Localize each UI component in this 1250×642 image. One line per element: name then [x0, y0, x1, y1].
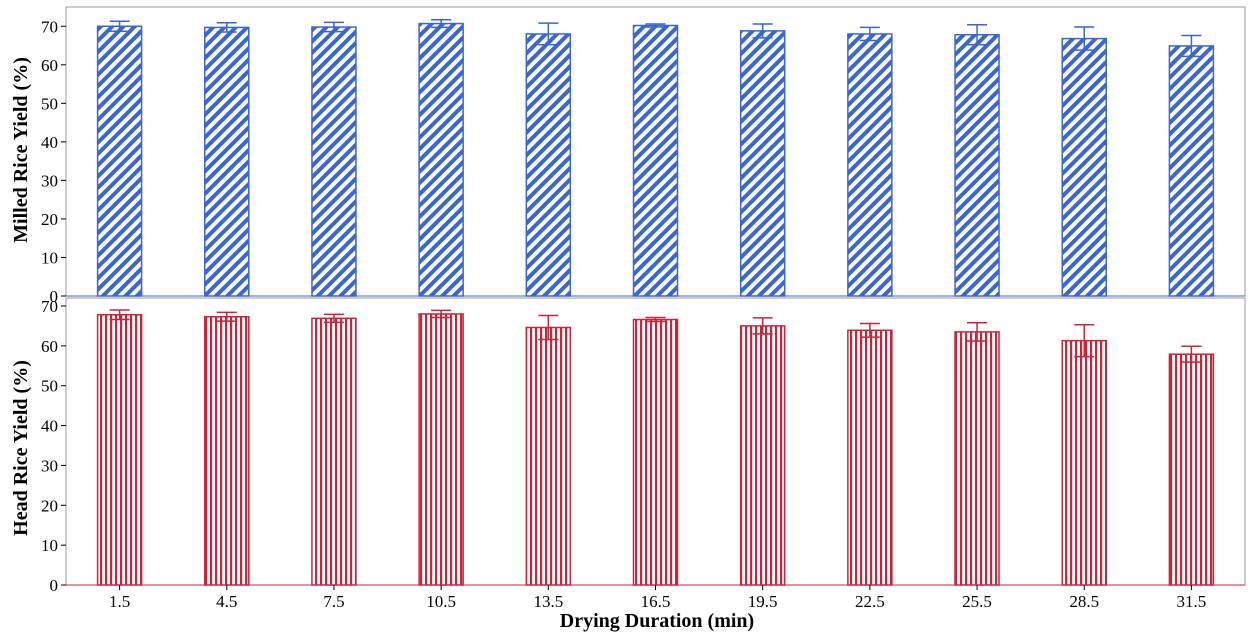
milled-bar-31.5: [1168, 45, 1215, 297]
x-tick-label-25.5: 25.5: [962, 592, 992, 611]
milled-bar-13.5: [525, 33, 572, 297]
milled-rice-panel: 0 10 20 30 40 50 60 70: [41, 6, 1246, 306]
head-y-tick-label: 70: [41, 297, 58, 316]
head-bar-28.5: [1061, 339, 1107, 586]
milled-y-tick-label: 40: [41, 133, 58, 152]
milled-y-tick-label: 30: [41, 171, 58, 190]
x-tick-label-31.5: 31.5: [1177, 592, 1207, 611]
head-y-tick-label: 40: [41, 417, 58, 436]
milled-bar-10.5: [418, 22, 464, 297]
milled-y-tick-label: 10: [41, 248, 58, 267]
head-bar-4.5: [204, 315, 250, 586]
milled-y-tick-label: 20: [41, 210, 58, 229]
head-bar-10.5: [418, 313, 464, 586]
head-y-tick-label: 10: [41, 536, 58, 555]
x-tick-label-1.5: 1.5: [109, 592, 130, 611]
milled-y-tick-label: 0: [50, 287, 59, 306]
y-axis-title-milled: Milled Rice Yield (%): [10, 57, 32, 243]
milled-bar-7.5: [311, 26, 357, 297]
milled-y-tick-label: 70: [41, 17, 58, 36]
x-axis-title: Drying Duration (min): [560, 610, 754, 632]
milled-bar-25.5: [954, 33, 1000, 297]
y-axis-title-head: Head Rice Yield (%): [10, 360, 32, 536]
head-y-tick-label: 30: [41, 456, 58, 475]
milled-bar-22.5: [847, 33, 893, 297]
milled-bar-28.5: [1061, 37, 1107, 297]
milled-bar-4.5: [204, 26, 250, 297]
x-tick-label-28.5: 28.5: [1069, 592, 1099, 611]
head-y-tick-label: 60: [41, 337, 58, 356]
head-bar-22.5: [847, 329, 893, 586]
x-tick-label-4.5: 4.5: [216, 592, 237, 611]
head-bar-16.5: [632, 318, 679, 586]
milled-bar-16.5: [632, 24, 679, 297]
head-bar-1.5: [96, 313, 143, 586]
head-y-tick-label: 50: [41, 377, 58, 396]
milled-bar-1.5: [96, 25, 143, 297]
x-tick-label-22.5: 22.5: [855, 592, 885, 611]
head-rice-panel: 0 10 20 30 40 50 60 70 1.5 4.5 7.5 10.5 13.5 16.5 19.5…: [41, 297, 1246, 611]
x-tick-label-13.5: 13.5: [533, 592, 563, 611]
milled-y-tick-label: 50: [41, 94, 58, 113]
x-tick-label-10.5: 10.5: [426, 592, 456, 611]
milled-y-tick-label: 60: [41, 56, 58, 75]
head-bar-7.5: [311, 317, 357, 586]
x-tick-label-19.5: 19.5: [748, 592, 778, 611]
head-bar-19.5: [739, 325, 786, 586]
x-tick-label-7.5: 7.5: [323, 592, 344, 611]
head-bar-13.5: [525, 326, 572, 586]
head-y-tick-label: 0: [50, 576, 59, 595]
head-bar-25.5: [954, 331, 1000, 586]
head-bar-31.5: [1168, 353, 1215, 586]
x-tick-label-16.5: 16.5: [641, 592, 671, 611]
milled-bar-19.5: [739, 30, 786, 297]
head-y-tick-label: 20: [41, 496, 58, 515]
